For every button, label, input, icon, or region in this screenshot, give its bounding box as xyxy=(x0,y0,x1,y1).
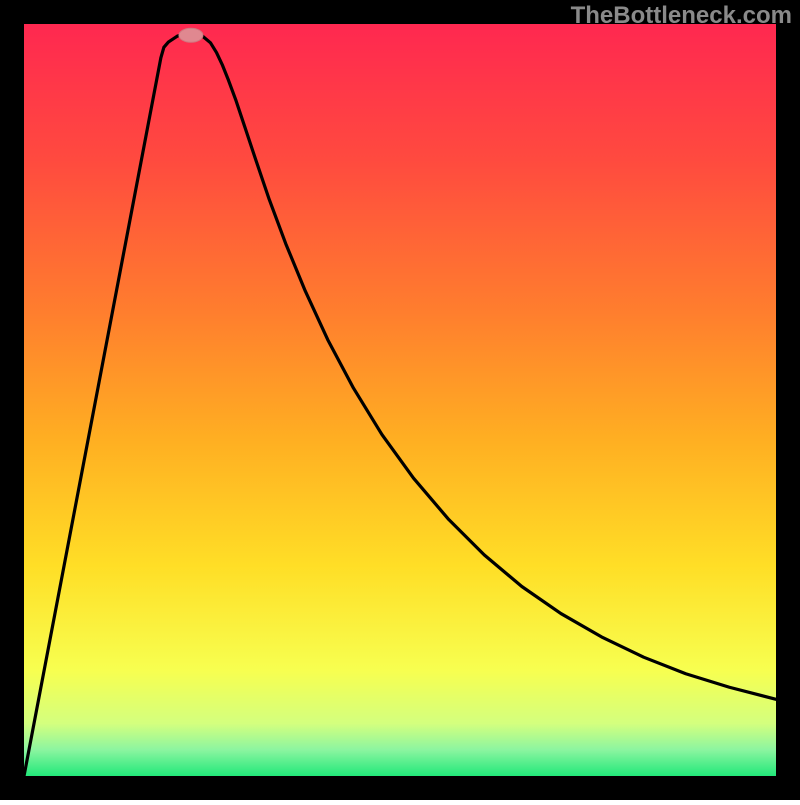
optimum-marker xyxy=(179,28,203,42)
watermark-text: TheBottleneck.com xyxy=(571,2,792,30)
chart-container: TheBottleneck.com xyxy=(0,0,800,800)
bottleneck-chart xyxy=(0,0,800,800)
